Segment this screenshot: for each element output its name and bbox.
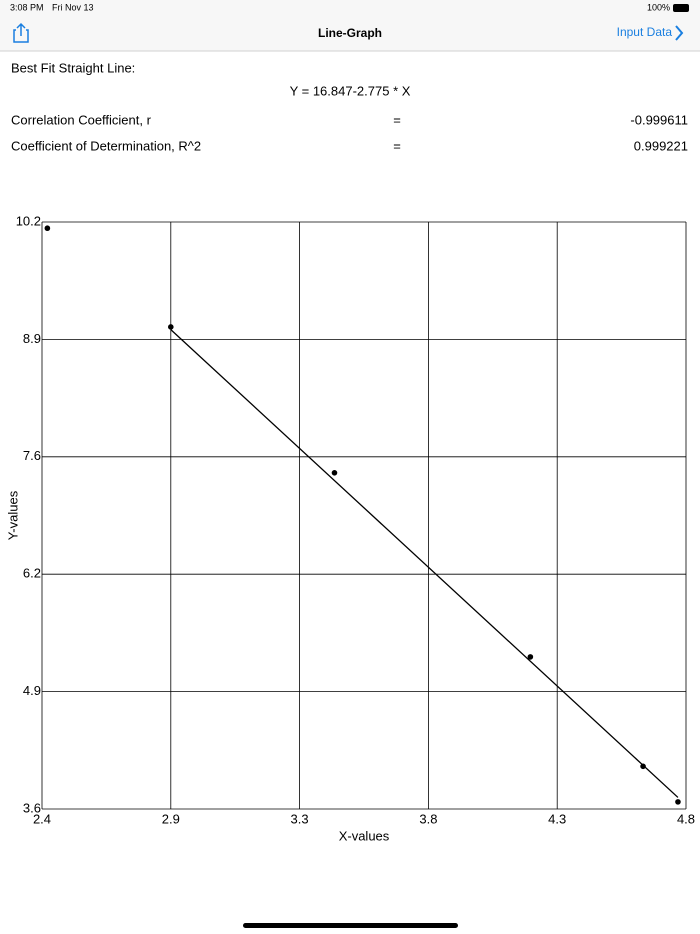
home-indicator — [243, 923, 458, 928]
data-point — [44, 225, 51, 232]
x-tick-label: 2.4 — [33, 811, 51, 826]
nav-title: Line-Graph — [318, 26, 382, 40]
chart: 3.6 4.9 6.2 7.6 8.9 10.2 2.4 2.9 3.3 3.8 4.3 4.8 X-v… — [5, 213, 695, 843]
chevron — [675, 25, 684, 41]
data-point — [640, 763, 646, 770]
y-axis-label: Y-values — [5, 490, 20, 540]
row-equals: = — [393, 138, 401, 153]
x-tick-label: 4.3 — [548, 811, 566, 826]
battery-icon — [673, 4, 689, 12]
x-tick-label: 2.9 — [162, 811, 180, 826]
results-rows: Correlation Coefficient, r = -0.999611 Coef… — [11, 112, 688, 153]
battery-text: 100% — [647, 2, 670, 12]
fit-line — [170, 329, 679, 798]
y-tick-label: 8.9 — [23, 331, 41, 346]
y-tick-label: 6.2 — [23, 566, 41, 581]
share-button[interactable] — [13, 22, 29, 43]
y-tick-label: 4.9 — [23, 683, 41, 698]
top-bar — [0, 0, 700, 51]
row-value: -0.999611 — [630, 112, 688, 127]
y-tick-label: 7.6 — [23, 448, 41, 463]
share-box — [13, 29, 29, 43]
y-tick-label: 3.6 — [23, 800, 41, 815]
data-point — [675, 799, 681, 805]
row-value: 0.999221 — [634, 138, 688, 153]
row-equals: = — [393, 112, 401, 127]
x-tick-label: 3.8 — [419, 811, 437, 826]
input-data-button[interactable]: Input Data — [617, 25, 684, 41]
share-arrow — [16, 22, 26, 36]
status-date: Fri Nov 13 — [52, 2, 94, 12]
x-tick-label: 4.8 — [677, 811, 695, 826]
y-tick-label: 10.2 — [16, 213, 41, 228]
data-point — [527, 654, 534, 660]
data-point — [331, 470, 338, 476]
row-label: Correlation Coefficient, r — [11, 112, 152, 127]
results-heading: Best Fit Straight Line: — [11, 60, 135, 75]
nav-action: Input Data — [617, 25, 673, 39]
x-axis-label: X-values — [339, 828, 390, 843]
status-time: 3:08 PM — [10, 2, 44, 12]
x-tick-label: 3.3 — [291, 811, 309, 826]
equation: Y = 16.847-2.775 * X — [290, 83, 411, 98]
data-point — [168, 324, 174, 330]
row-label: Coefficient of Determination, R^2 — [11, 138, 201, 153]
